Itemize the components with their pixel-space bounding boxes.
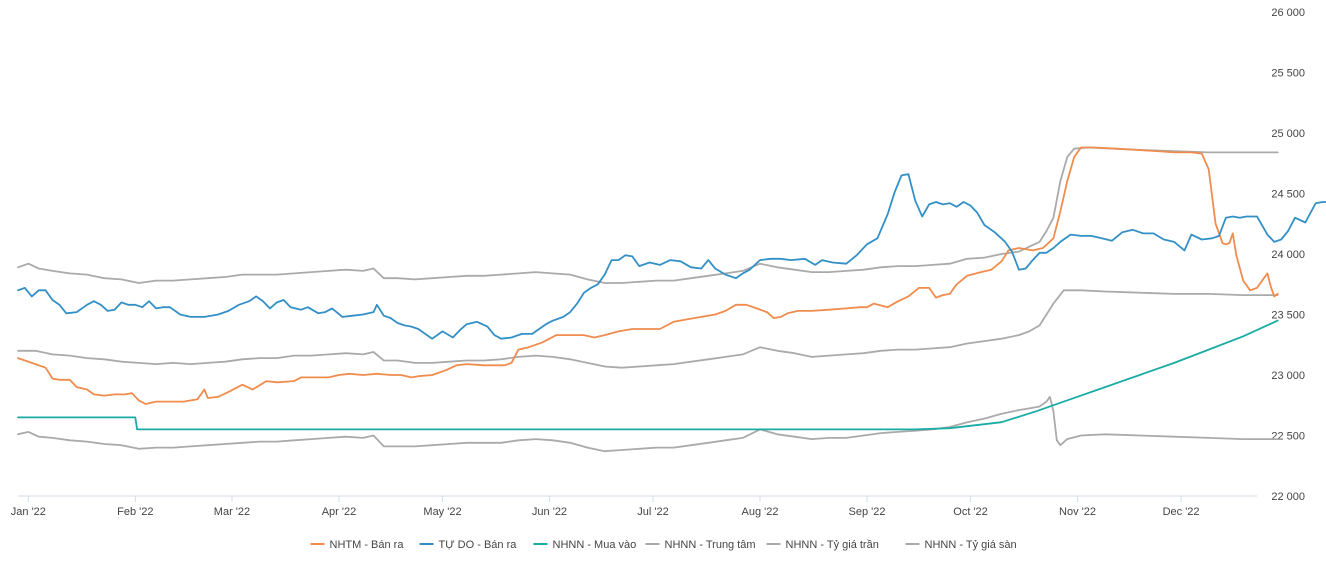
y-tick-label: 26 000 [1271, 7, 1305, 19]
y-tick-label: 22 500 [1271, 431, 1305, 443]
x-tick-label: Oct '22 [953, 506, 988, 518]
series-line-5 [17, 395, 1279, 453]
legend-label: NHTM - Bán ra [330, 539, 405, 551]
y-tick-label: 23 500 [1271, 310, 1305, 322]
legend-label: NHNN - Trung tâm [665, 539, 756, 551]
legend-label: TỰ DO - Bán ra [439, 539, 518, 551]
legend-label: NHNN - Mua vào [553, 539, 637, 551]
x-tick-label: Sep '22 [849, 506, 886, 518]
y-axis: 22 000 22 500 23 000 23 500 24 000 24 500 25 0… [1271, 7, 1305, 503]
x-tick-label: Mar '22 [214, 506, 250, 518]
x-tick-label: Jun '22 [532, 506, 567, 518]
legend-item[interactable]: NHTM - Bán ra [310, 539, 405, 551]
series-layer [17, 146, 1326, 453]
series-line-3 [17, 289, 1279, 369]
legend-item[interactable]: TỰ DO - Bán ra [419, 539, 518, 551]
legend-item[interactable]: NHNN - Tỷ giá trần [766, 539, 879, 551]
x-tick-label: Jul '22 [637, 506, 668, 518]
legend-item[interactable]: NHNN - Tỷ giá sàn [905, 539, 1017, 551]
x-axis: Jan '22 Feb '22 Mar '22 Apr '22 May '22 Jun '… [11, 496, 1200, 518]
y-tick-label: 22 000 [1271, 491, 1305, 503]
x-tick-label: Feb '22 [117, 506, 153, 518]
series-line-4 [17, 146, 1279, 284]
legend-item[interactable]: NHNN - Trung tâm [645, 539, 756, 551]
y-tick-label: 25 500 [1271, 68, 1305, 80]
legend[interactable]: NHTM - Bán ra TỰ DO - Bán ra NHNN - Mua và… [310, 539, 1017, 551]
x-tick-label: Nov '22 [1059, 506, 1096, 518]
x-tick-label: May '22 [423, 506, 461, 518]
legend-label: NHNN - Tỷ giá sàn [925, 539, 1017, 551]
y-tick-label: 24 500 [1271, 189, 1305, 201]
y-tick-label: 24 000 [1271, 249, 1305, 261]
legend-item[interactable]: NHNN - Mua vào [533, 539, 637, 551]
series-line-2 [17, 319, 1279, 431]
x-tick-label: Aug '22 [742, 506, 779, 518]
x-tick-label: Dec '22 [1163, 506, 1200, 518]
x-tick-label: Jan '22 [11, 506, 46, 518]
series-line-0 [17, 146, 1279, 405]
y-tick-label: 23 000 [1271, 370, 1305, 382]
legend-label: NHNN - Tỷ giá trần [786, 539, 879, 551]
x-tick-label: Apr '22 [322, 506, 357, 518]
y-tick-label: 25 000 [1271, 128, 1305, 140]
series-line-1 [17, 173, 1326, 340]
